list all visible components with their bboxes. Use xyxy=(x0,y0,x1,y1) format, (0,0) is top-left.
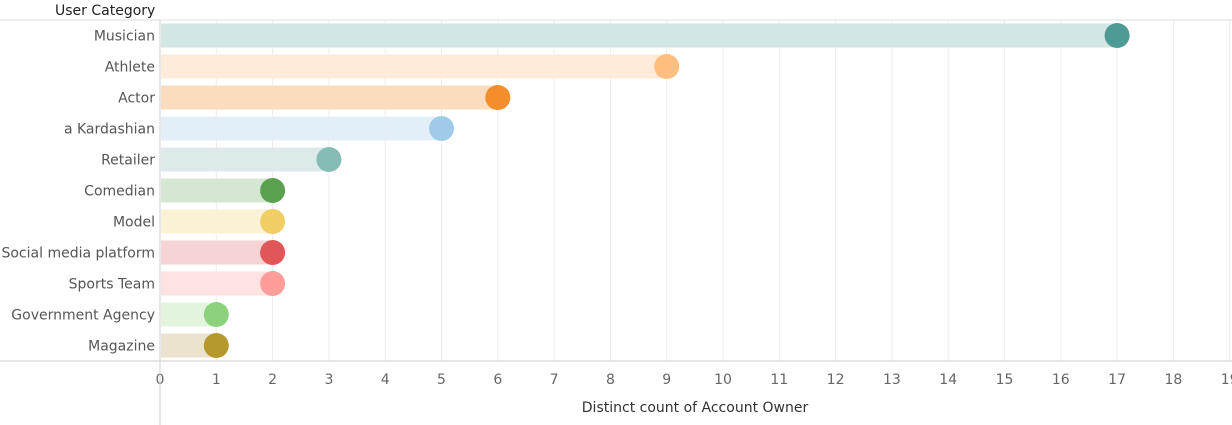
bar-end-dot xyxy=(1104,23,1130,48)
bar xyxy=(161,271,273,296)
x-tick-label: 6 xyxy=(493,372,502,388)
x-tick-label: 3 xyxy=(324,372,333,388)
bar-end-dot xyxy=(203,302,229,327)
category-label: Retailer xyxy=(101,153,155,169)
category-label: Comedian xyxy=(84,184,155,200)
category-label: a Kardashian xyxy=(64,122,155,138)
bar-end-dot xyxy=(203,333,229,358)
bar xyxy=(161,116,442,141)
bar xyxy=(161,23,1118,48)
category-label: Actor xyxy=(118,91,155,107)
bar-end-dot xyxy=(260,240,286,265)
x-tick-label: 10 xyxy=(714,372,732,388)
row-header-title: User Category xyxy=(55,3,155,19)
category-label: Sports Team xyxy=(69,277,155,293)
x-tick-label: 11 xyxy=(770,372,788,388)
bar xyxy=(161,209,273,234)
x-tick-label: 5 xyxy=(437,372,446,388)
category-label: Musician xyxy=(94,29,155,45)
x-tick-labels: 012345678910111213141516171819 xyxy=(156,372,1232,388)
category-label: Social media platform xyxy=(1,246,155,262)
bar-end-dot xyxy=(260,271,286,296)
bars xyxy=(161,23,1118,358)
bar xyxy=(161,147,329,172)
x-tick-label: 16 xyxy=(1052,372,1070,388)
x-tick-label: 18 xyxy=(1164,372,1182,388)
x-tick-label: 13 xyxy=(883,372,901,388)
category-label: Government Agency xyxy=(11,308,155,324)
x-tick-label: 8 xyxy=(606,372,615,388)
x-tick-label: 9 xyxy=(662,372,671,388)
x-tick-label: 15 xyxy=(996,372,1014,388)
bar xyxy=(161,178,273,203)
x-tick-label: 4 xyxy=(381,372,390,388)
x-tick-label: 7 xyxy=(550,372,559,388)
dots xyxy=(203,23,1130,358)
x-tick-label: 12 xyxy=(827,372,845,388)
bar xyxy=(161,240,273,265)
category-label: Model xyxy=(113,215,155,231)
bar xyxy=(161,54,667,79)
bar-end-dot xyxy=(260,209,286,234)
bar-end-dot xyxy=(485,85,511,110)
category-label: Magazine xyxy=(88,339,155,355)
bar xyxy=(161,85,498,110)
category-labels: Musician Athlete Actor a Kardashian Retailer… xyxy=(1,29,155,355)
category-label: Athlete xyxy=(105,60,155,76)
bar-end-dot xyxy=(429,116,454,141)
bar-end-dot xyxy=(654,54,680,79)
x-tick-label: 17 xyxy=(1108,372,1126,388)
x-tick-label: 14 xyxy=(939,372,957,388)
x-tick-label: 2 xyxy=(268,372,277,388)
bar-end-dot xyxy=(260,178,286,203)
x-axis-title: Distinct count of Account Owner xyxy=(582,400,809,416)
x-tick-label: 1 xyxy=(212,372,221,388)
x-tick-label: 19 xyxy=(1221,372,1232,388)
bar-end-dot xyxy=(316,147,342,172)
